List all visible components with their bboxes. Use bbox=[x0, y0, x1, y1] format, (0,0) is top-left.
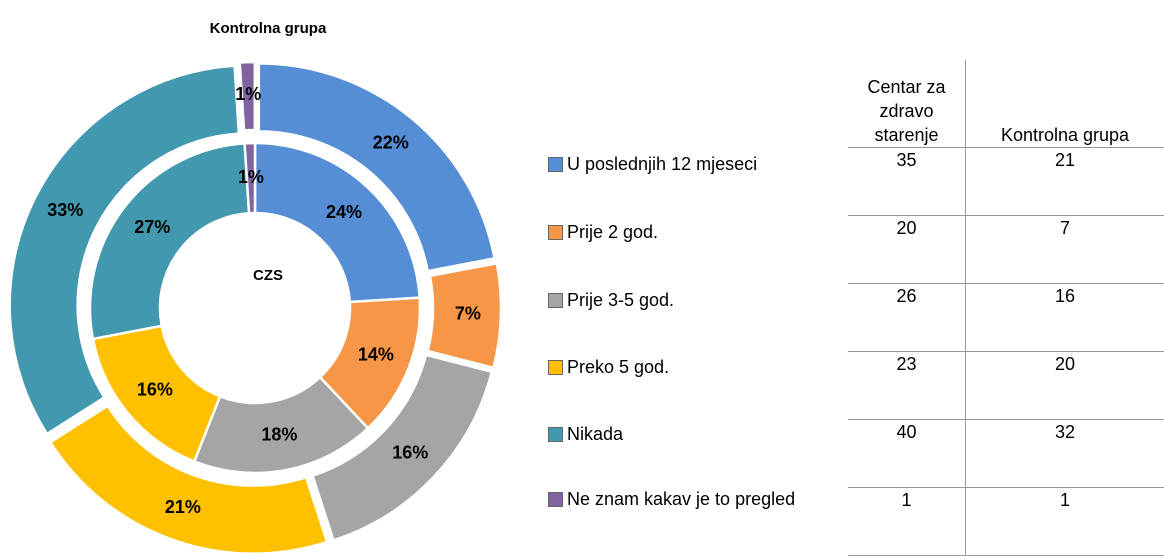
data-label: 1% bbox=[238, 167, 264, 187]
data-label: 14% bbox=[358, 345, 394, 365]
legend-swatch bbox=[548, 157, 563, 172]
legend-item: Prije 2 god. bbox=[548, 220, 818, 244]
legend-swatch bbox=[548, 492, 563, 507]
legend-item: U poslednjih 12 mjeseci bbox=[548, 152, 818, 176]
table-cell: 1 bbox=[848, 488, 966, 556]
legend-label: Nikada bbox=[567, 422, 623, 446]
legend-label: Preko 5 god. bbox=[567, 355, 669, 379]
chart-title: Kontrolna grupa bbox=[210, 20, 327, 37]
header-row: Centar za zdravo starenje Kontrolna grup… bbox=[848, 60, 1164, 148]
data-label: 18% bbox=[261, 424, 297, 444]
legend-label: U poslednjih 12 mjeseci bbox=[567, 152, 757, 176]
legend-swatch bbox=[548, 293, 563, 308]
data-table: Centar za zdravo starenje Kontrolna grup… bbox=[848, 60, 1164, 556]
table-cell: 35 bbox=[848, 148, 966, 216]
data-label: 27% bbox=[134, 217, 170, 237]
table-cell: 21 bbox=[966, 148, 1164, 216]
data-label: 21% bbox=[165, 497, 201, 517]
table-cell: 16 bbox=[966, 284, 1164, 352]
data-label: 22% bbox=[373, 133, 409, 153]
legend-label: Ne znam kakav je to pregled bbox=[567, 487, 795, 511]
legend-swatch bbox=[548, 427, 563, 442]
column-header: Centar za zdravo starenje bbox=[848, 60, 966, 148]
chart: Kontrolna grupa CZS 24% 14% 18% 16% 27% 1% 22%… bbox=[0, 0, 840, 555]
legend-item: Nikada bbox=[548, 422, 818, 446]
table-cell: 20 bbox=[848, 216, 966, 284]
table-cell: 26 bbox=[848, 284, 966, 352]
table-cell: 23 bbox=[848, 352, 966, 420]
data-label: 16% bbox=[137, 380, 173, 400]
legend-label: Prije 2 god. bbox=[567, 220, 658, 244]
data-label: 7% bbox=[455, 303, 481, 323]
center-label: CZS bbox=[253, 267, 283, 284]
legend-swatch bbox=[548, 225, 563, 240]
legend-item: Ne znam kakav je to pregled bbox=[548, 487, 818, 511]
table-cell: 20 bbox=[966, 352, 1164, 420]
data-label: 24% bbox=[326, 202, 362, 222]
legend-item: Preko 5 god. bbox=[548, 355, 818, 379]
table-cell: 7 bbox=[966, 216, 1164, 284]
table-cell: 40 bbox=[848, 420, 966, 488]
legend-swatch bbox=[548, 360, 563, 375]
table-cell: 32 bbox=[966, 420, 1164, 488]
data-label: 33% bbox=[47, 200, 83, 220]
data-label: 16% bbox=[392, 443, 428, 463]
legend-label: Prije 3-5 god. bbox=[567, 288, 674, 312]
table-cell: 1 bbox=[966, 488, 1164, 556]
data-label: 1% bbox=[235, 84, 261, 104]
legend-item: Prije 3-5 god. bbox=[548, 288, 818, 312]
column-header: Kontrolna grupa bbox=[966, 60, 1164, 148]
